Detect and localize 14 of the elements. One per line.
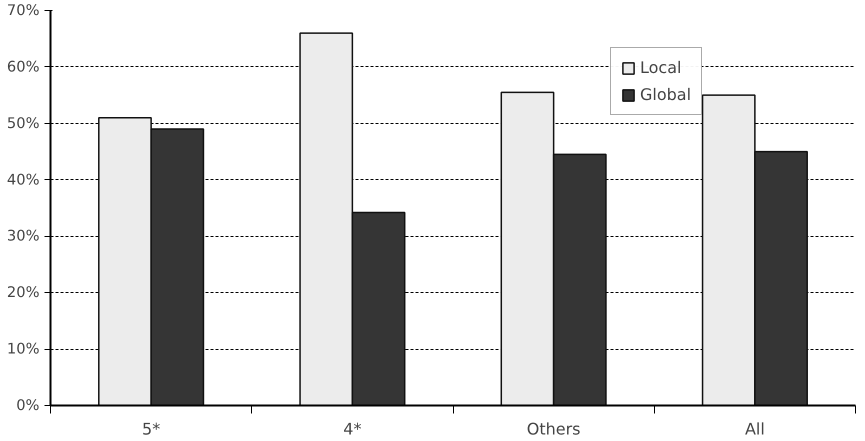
x-tick-label: Others <box>526 420 581 438</box>
legend-label: Global <box>640 85 692 104</box>
legend-label: Local <box>640 58 682 77</box>
y-tick-label: 40% <box>6 171 40 188</box>
y-tick-label: 20% <box>6 284 40 302</box>
y-tick-label: 30% <box>6 228 40 245</box>
x-tick-label: All <box>744 420 765 438</box>
x-tick-label: 4* <box>343 420 362 438</box>
y-tick-label: 10% <box>6 340 40 358</box>
y-tick-label: 50% <box>6 114 40 132</box>
y-tick-label: 70% <box>6 2 40 19</box>
y-tick-label: 0% <box>16 397 40 414</box>
x-tick-label: 5* <box>142 420 160 438</box>
y-tick-label: 60% <box>6 58 40 76</box>
